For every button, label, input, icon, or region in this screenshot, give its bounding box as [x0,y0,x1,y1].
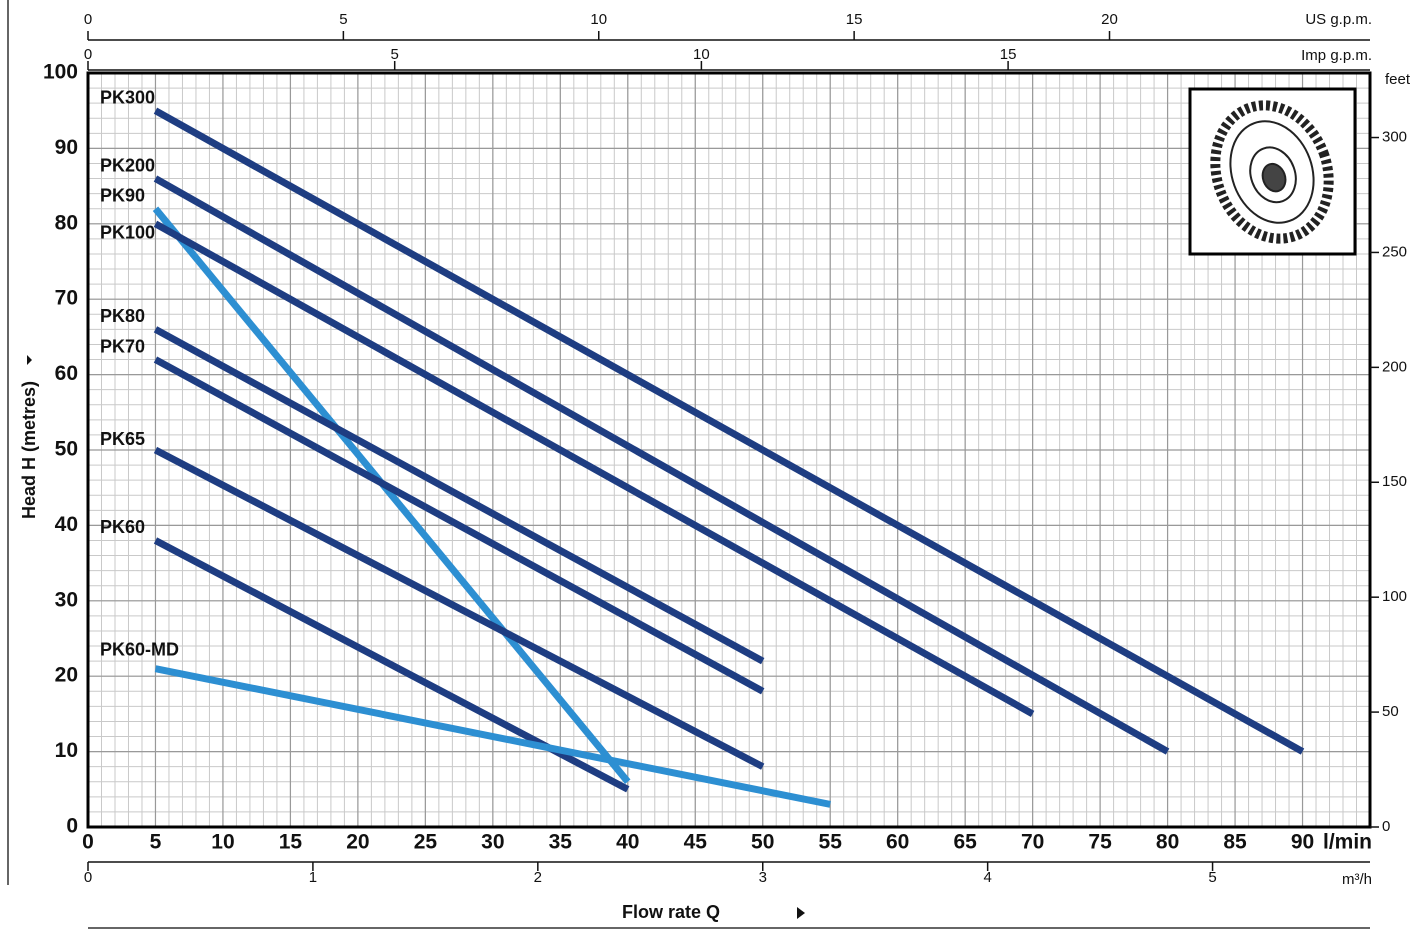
x-tick-label: 85 [1223,831,1247,854]
x-tick-label: 55 [819,831,843,854]
tick-label: 5 [339,11,347,28]
x-tick-label: 0 [82,831,94,854]
y-tick-label: 10 [55,739,78,762]
top-axis-label: US g.p.m. [1305,11,1372,28]
y-tick-label: 70 [55,287,78,310]
arrow-icon [797,907,805,919]
series-line [153,356,765,695]
y-tick-label: 100 [43,61,78,84]
x-tick-label: 50 [751,831,774,854]
y2-tick-label: 300 [1382,129,1407,146]
series-line [153,220,1035,717]
x-tick-label: 15 [279,831,303,854]
x-tick-label: 45 [684,831,708,854]
x-unit: l/min [1323,831,1372,854]
series-label: PK300 [100,87,155,107]
tick-label: 4 [983,869,991,886]
x-tick-label: 80 [1156,831,1179,854]
y-tick-label: 50 [55,438,78,461]
series-line [152,206,631,784]
series-line [153,107,1305,755]
y-tick-label: 30 [55,588,78,611]
tick-label: 0 [84,46,92,63]
y-tick-label: 90 [55,136,78,159]
tick-label: 10 [693,46,710,63]
right-axis-label: feet [1385,71,1411,88]
tick-label: 1 [309,869,317,886]
plot-border [86,71,1372,829]
y-tick-label: 80 [55,211,78,234]
x-tick-label: 30 [481,831,504,854]
x-axis-title: Flow rate Q [622,902,720,922]
x-tick-label: 60 [886,831,909,854]
bottom-axis-label: m³/h [1342,871,1372,888]
x-tick-label: 70 [1021,831,1044,854]
tick-label: 15 [1000,46,1017,63]
y-tick-label: 40 [55,513,78,536]
x-tick-label: 10 [211,831,234,854]
tick-label: 5 [391,46,399,63]
series-label: PK90 [100,185,145,205]
series-line [153,326,765,665]
series-line [153,446,765,770]
x-tick-label: 90 [1291,831,1314,854]
x-tick-label: 40 [616,831,639,854]
x-tick-label: 75 [1088,831,1112,854]
series-line [153,175,1170,755]
x-tick-label: 25 [414,831,438,854]
series-label: PK60 [100,517,145,537]
y2-tick-label: 100 [1382,588,1407,605]
x-tick-label: 65 [953,831,977,854]
tick-label: 10 [590,11,607,28]
x-tick-label: 5 [150,831,162,854]
y-axis-title: Head H (metres) [19,381,39,519]
y2-tick-label: 150 [1382,473,1407,490]
impeller-icon [1188,87,1357,256]
y-tick-label: 20 [55,664,78,687]
x-tick-label: 20 [346,831,369,854]
y2-tick-label: 50 [1382,703,1399,720]
tick-label: 3 [759,869,767,886]
tick-label: 0 [84,11,92,28]
tick-label: 15 [846,11,863,28]
series-label: PK60-MD [100,639,179,659]
y2-tick-label: 0 [1382,818,1390,835]
series-label: PK70 [100,336,145,356]
tick-label: 5 [1208,869,1216,886]
tick-label: 2 [534,869,542,886]
marks [152,107,1305,808]
tick-label: 0 [84,869,92,886]
series-label: PK200 [100,155,155,175]
x-tick-label: 35 [549,831,573,854]
top-axis-label: Imp g.p.m. [1301,47,1372,64]
series-line [154,665,831,808]
arrow-icon [27,355,32,365]
y-tick-label: 0 [66,815,78,838]
y2-tick-label: 250 [1382,243,1407,260]
y-tick-label: 60 [55,362,78,385]
series-label: PK80 [100,306,145,326]
series-label: PK100 [100,223,155,243]
series-label: PK65 [100,429,145,449]
tick-label: 20 [1101,11,1118,28]
y2-tick-label: 200 [1382,358,1407,375]
